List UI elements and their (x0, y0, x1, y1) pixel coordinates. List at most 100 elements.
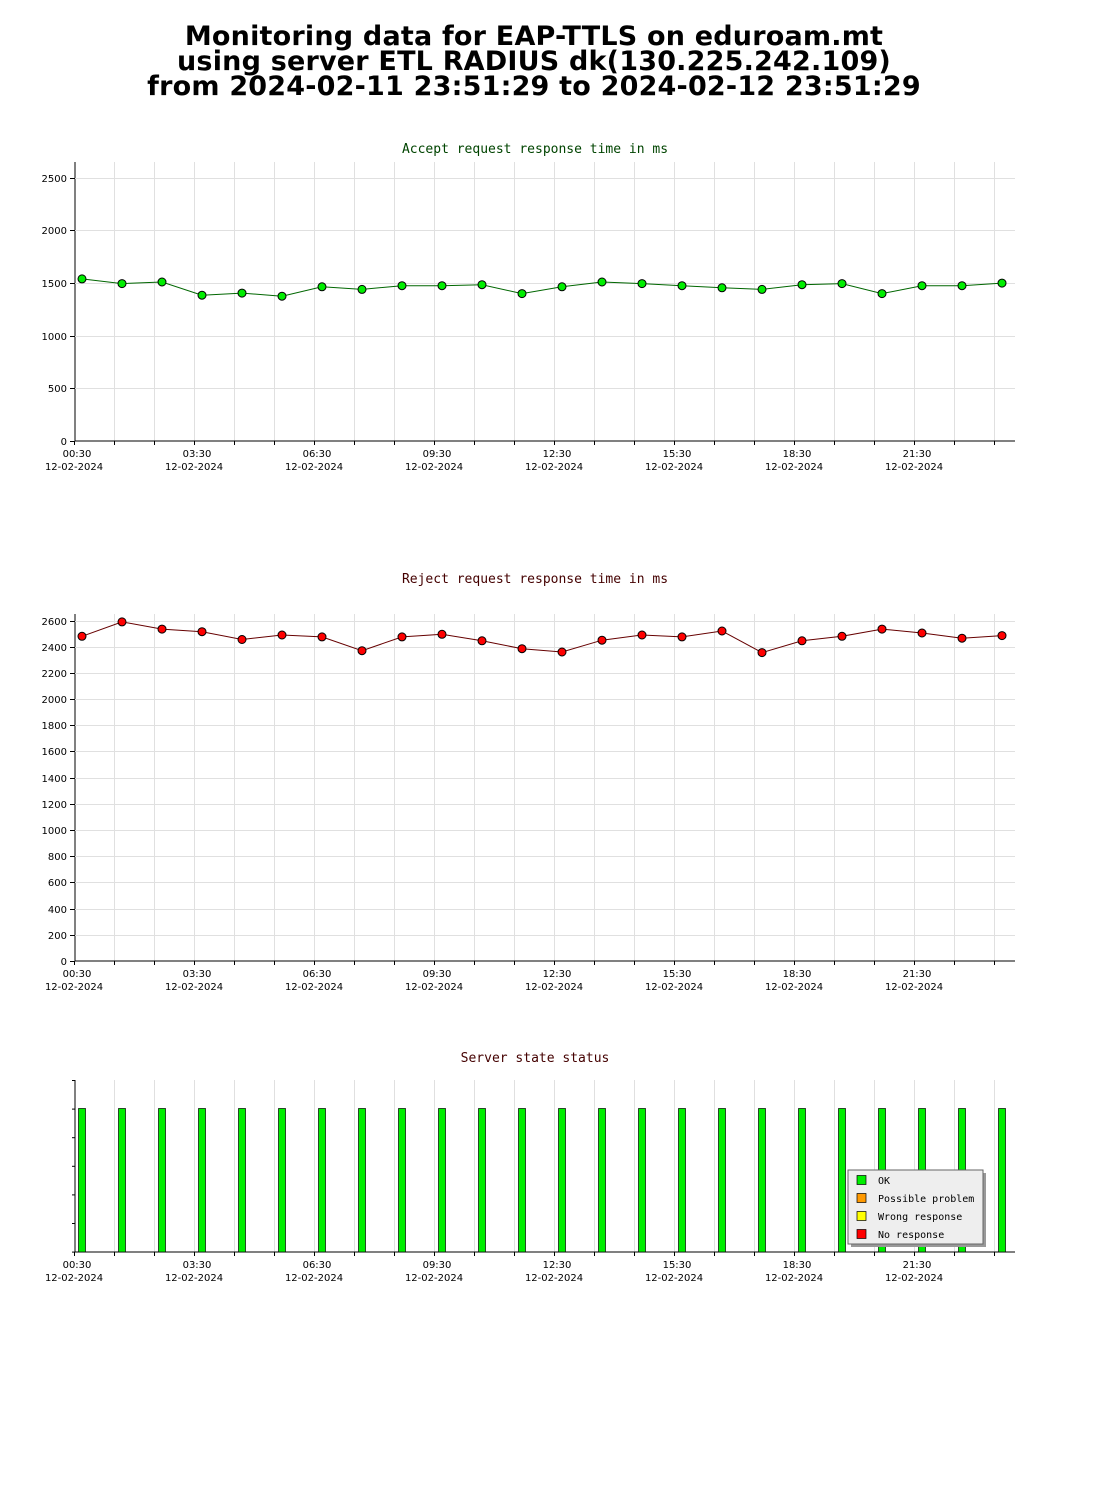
accept-x-tick-date: 12-02-2024 (405, 462, 463, 473)
reject-y-tick-label: 2200 (42, 669, 67, 680)
reject-y-tick-label: 600 (48, 878, 67, 889)
accept-x-tick-time: 12:30 (543, 449, 572, 460)
status-bar (238, 1108, 246, 1253)
status-x-tick-date: 12-02-2024 (765, 1273, 823, 1284)
status-bar (638, 1108, 646, 1253)
accept-x-tick-time: 06:30 (303, 449, 332, 460)
status-bar (118, 1108, 126, 1253)
status-x-tick-time: 15:30 (663, 1260, 692, 1271)
accept-x-tick-time: 03:30 (183, 449, 212, 460)
accept-point (397, 281, 407, 291)
reject-point (357, 646, 367, 656)
reject-point (797, 636, 807, 646)
legend-swatch (856, 1229, 867, 1239)
reject-x-tick-date: 12-02-2024 (645, 982, 703, 993)
reject-point (597, 635, 607, 645)
reject-point (117, 617, 127, 627)
status-bar (558, 1108, 566, 1253)
accept-x-tick-time: 18:30 (783, 449, 812, 460)
reject-y-tick-label: 1800 (42, 721, 67, 732)
status-bar (758, 1108, 766, 1253)
accept-series-line (81, 278, 1003, 297)
reject-point (677, 632, 687, 642)
accept-x-tick-date: 12-02-2024 (165, 462, 223, 473)
accept-point (837, 279, 847, 289)
legend-swatch (856, 1175, 867, 1185)
accept-point (797, 280, 807, 290)
status-x-tick-date: 12-02-2024 (285, 1273, 343, 1284)
status-x-tick-date: 12-02-2024 (405, 1273, 463, 1284)
status-bar (598, 1108, 606, 1253)
status-chart-title: Server state status (461, 1051, 610, 1066)
status-x-tick-date: 12-02-2024 (45, 1273, 103, 1284)
header-line-1: Monitoring data for EAP-TTLS on eduroam.… (184, 21, 884, 52)
status-x-tick-time: 21:30 (903, 1260, 932, 1271)
accept-x-tick-date: 12-02-2024 (45, 462, 103, 473)
reject-x-tick-date: 12-02-2024 (405, 982, 463, 993)
reject-y-tick-label: 2400 (42, 643, 67, 654)
reject-point (717, 626, 727, 636)
accept-x-tick-time: 00:30 (63, 449, 92, 460)
reject-point (917, 628, 927, 638)
accept-point (557, 282, 567, 292)
accept-x-tick-time: 21:30 (903, 449, 932, 460)
reject-y-tick-label: 1400 (42, 774, 67, 785)
accept-point (77, 274, 87, 284)
reject-x-tick-time: 21:30 (903, 969, 932, 980)
reject-point (77, 631, 87, 641)
reject-x-tick-time: 03:30 (183, 969, 212, 980)
accept-point (997, 278, 1007, 288)
accept-point (477, 280, 487, 290)
status-x-tick-time: 03:30 (183, 1260, 212, 1271)
legend-label: OK (878, 1176, 890, 1187)
status-x-tick-time: 12:30 (543, 1260, 572, 1271)
accept-x-tick-date: 12-02-2024 (885, 462, 943, 473)
status-x-tick-time: 18:30 (783, 1260, 812, 1271)
legend-box (847, 1169, 984, 1245)
reject-x-tick-date: 12-02-2024 (525, 982, 583, 993)
accept-point (957, 281, 967, 291)
status-bar (198, 1108, 206, 1253)
accept-point (437, 281, 447, 291)
reject-point (757, 648, 767, 658)
status-x-tick-time: 06:30 (303, 1260, 332, 1271)
page-header: Monitoring data for EAP-TTLS on eduroam.… (0, 21, 1068, 100)
reject-point (997, 631, 1007, 641)
reject-point (637, 630, 647, 640)
reject-x-tick-date: 12-02-2024 (165, 982, 223, 993)
accept-y-tick-label: 1000 (42, 332, 67, 343)
accept-point (117, 279, 127, 289)
header-line-2: using server ETL RADIUS dk(130.225.242.1… (177, 46, 891, 77)
reject-x-tick-time: 06:30 (303, 969, 332, 980)
accept-point (917, 281, 927, 291)
reject-y-tick-label: 800 (48, 852, 67, 863)
reject-point (397, 632, 407, 642)
accept-chart-plot: 00:30 12-02-2024 03:30 12-02-2024 06:30 12-02… (42, 162, 1015, 473)
reject-y-tick-label: 1600 (42, 747, 67, 758)
accept-point (237, 288, 247, 298)
accept-chart: Accept request response time in ms 00:30… (42, 142, 1015, 473)
status-bar (998, 1108, 1006, 1253)
status-bar (398, 1108, 406, 1253)
reject-point (237, 635, 247, 644)
reject-x-tick-time: 09:30 (423, 969, 452, 980)
reject-y-tick-label: 200 (48, 931, 67, 942)
reject-x-tick-time: 15:30 (663, 969, 692, 980)
reject-point (277, 630, 287, 640)
status-x-tick-time: 00:30 (63, 1260, 92, 1271)
reject-point (477, 636, 487, 646)
legend-swatch (856, 1193, 867, 1203)
status-bar (838, 1108, 846, 1253)
reject-x-tick-time: 12:30 (543, 969, 572, 980)
accept-x-tick-date: 12-02-2024 (765, 462, 823, 473)
status-x-tick-date: 12-02-2024 (645, 1273, 703, 1284)
status-bar (158, 1108, 166, 1253)
legend-swatch (856, 1211, 867, 1221)
reject-y-tick-label: 0 (61, 957, 67, 968)
reject-point (517, 644, 527, 654)
reject-y-tick-label: 1000 (42, 826, 67, 837)
status-x-tick-date: 12-02-2024 (165, 1273, 223, 1284)
status-bar (478, 1108, 486, 1253)
status-bar (278, 1108, 286, 1253)
status-x-tick-date: 12-02-2024 (525, 1273, 583, 1284)
